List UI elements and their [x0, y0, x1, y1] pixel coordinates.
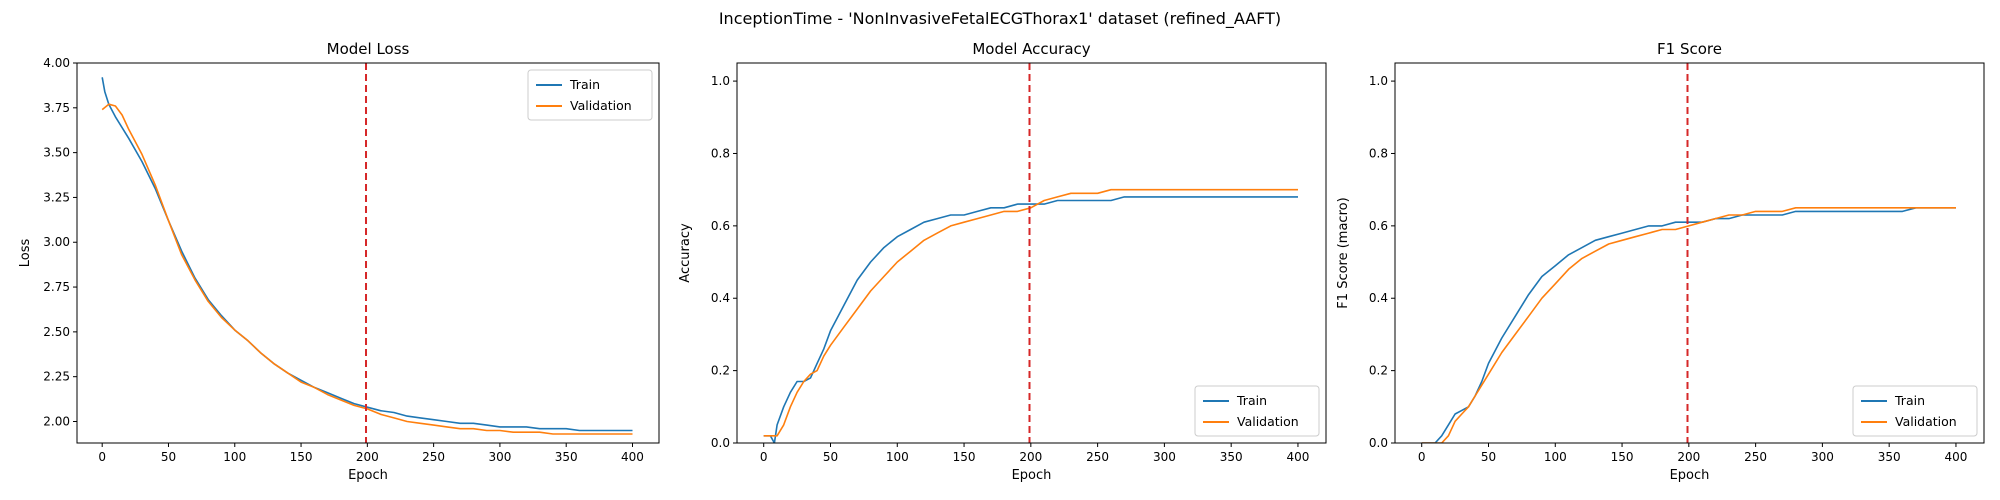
x-tick-label: 250: [1086, 450, 1109, 464]
y-axis-label: F1 Score (macro): [1336, 197, 1351, 308]
figure-suptitle: InceptionTime - 'NonInvasiveFetalECGThor…: [719, 9, 1281, 29]
y-tick-label: 0.6: [1369, 219, 1388, 233]
y-tick-label: 2.25: [43, 370, 70, 384]
x-tick-label: 150: [953, 450, 976, 464]
panel-1: Model Loss 0 50 100 150 200 250 300 350 400 2.00 2.…: [18, 40, 660, 483]
legend: Train Validation: [1194, 385, 1320, 437]
y-tick-label: 0.0: [1369, 436, 1388, 450]
x-tick-label: 100: [1544, 450, 1567, 464]
x-tick-label: 50: [1481, 450, 1496, 464]
panel-3: F1 Score 0 50 100 150 200 250 300 350 400 0.0 0.2 0.…: [1336, 40, 1985, 483]
y-tick-label: 2.50: [43, 325, 70, 339]
x-tick-label: 250: [422, 450, 445, 464]
y-tick-label: 2.00: [43, 414, 70, 428]
x-tick-label: 300: [488, 450, 511, 464]
chart-title: Model Accuracy: [972, 40, 1090, 58]
legend-box: [527, 69, 653, 121]
x-tick-label: 250: [1744, 450, 1767, 464]
chart-title: Model Loss: [327, 40, 410, 58]
y-tick-label: 1.0: [711, 74, 730, 88]
y-tick-label: 3.00: [43, 235, 70, 249]
y-tick-label: 0.2: [711, 364, 730, 378]
y-tick-label: 0.4: [711, 291, 730, 305]
y-tick-label: 0.6: [711, 219, 730, 233]
x-tick-label: 200: [1677, 450, 1700, 464]
legend-label-validation: Validation: [1895, 414, 1957, 429]
x-axis-label: Epoch: [1012, 468, 1052, 483]
x-tick-label: 350: [555, 450, 578, 464]
x-tick-label: 200: [356, 450, 379, 464]
y-tick-label: 3.75: [43, 101, 70, 115]
x-tick-label: 100: [886, 450, 909, 464]
legend-label-validation: Validation: [570, 98, 632, 113]
x-tick-label: 0: [760, 450, 768, 464]
x-tick-label: 400: [1286, 450, 1309, 464]
y-tick-label: 1.0: [1369, 74, 1388, 88]
x-tick-label: 400: [1944, 450, 1967, 464]
x-tick-label: 350: [1220, 450, 1243, 464]
chart-title: F1 Score: [1657, 40, 1722, 58]
legend: Train Validation: [527, 69, 653, 121]
series-line-validation: [101, 103, 633, 435]
series-line-validation: [1421, 207, 1956, 443]
x-tick-label: 200: [1019, 450, 1042, 464]
axes-frame: [736, 62, 1327, 444]
axes-frame: [76, 62, 660, 444]
x-tick-label: 150: [1611, 450, 1634, 464]
y-tick-label: 4.00: [43, 56, 70, 70]
y-axis-label: Accuracy: [678, 223, 693, 283]
y-tick-label: 2.75: [43, 280, 70, 294]
legend-label-validation: Validation: [1237, 414, 1299, 429]
y-tick-label: 0.2: [1369, 364, 1388, 378]
axes-frame: [1394, 62, 1985, 444]
legend-box: [1194, 385, 1320, 437]
legend-label-train: Train: [1236, 393, 1267, 408]
x-tick-label: 300: [1153, 450, 1176, 464]
x-tick-label: 0: [98, 450, 106, 464]
x-axis-label: Epoch: [1670, 468, 1710, 483]
x-tick-label: 100: [223, 450, 246, 464]
series-line-train: [763, 196, 1298, 443]
legend: Train Validation: [1852, 385, 1978, 437]
y-tick-label: 0.8: [711, 146, 730, 160]
y-axis-label: Loss: [18, 239, 33, 268]
x-tick-label: 150: [290, 450, 313, 464]
series-line-validation: [763, 188, 1298, 437]
y-tick-label: 0.8: [1369, 146, 1388, 160]
y-tick-label: 0.0: [711, 436, 730, 450]
panel-2: Model Accuracy 0 50 100 150 200 250 300 350 400 0.…: [678, 40, 1327, 483]
x-tick-label: 0: [1418, 450, 1426, 464]
x-tick-label: 50: [823, 450, 838, 464]
legend-box: [1852, 385, 1978, 437]
y-tick-label: 3.25: [43, 190, 70, 204]
y-tick-label: 3.50: [43, 146, 70, 160]
x-tick-label: 400: [621, 450, 644, 464]
x-axis-label: Epoch: [348, 468, 388, 483]
y-tick-label: 0.4: [1369, 291, 1388, 305]
x-tick-label: 50: [161, 450, 176, 464]
x-tick-label: 300: [1811, 450, 1834, 464]
legend-label-train: Train: [569, 77, 600, 92]
legend-label-train: Train: [1894, 393, 1925, 408]
x-tick-label: 350: [1878, 450, 1901, 464]
